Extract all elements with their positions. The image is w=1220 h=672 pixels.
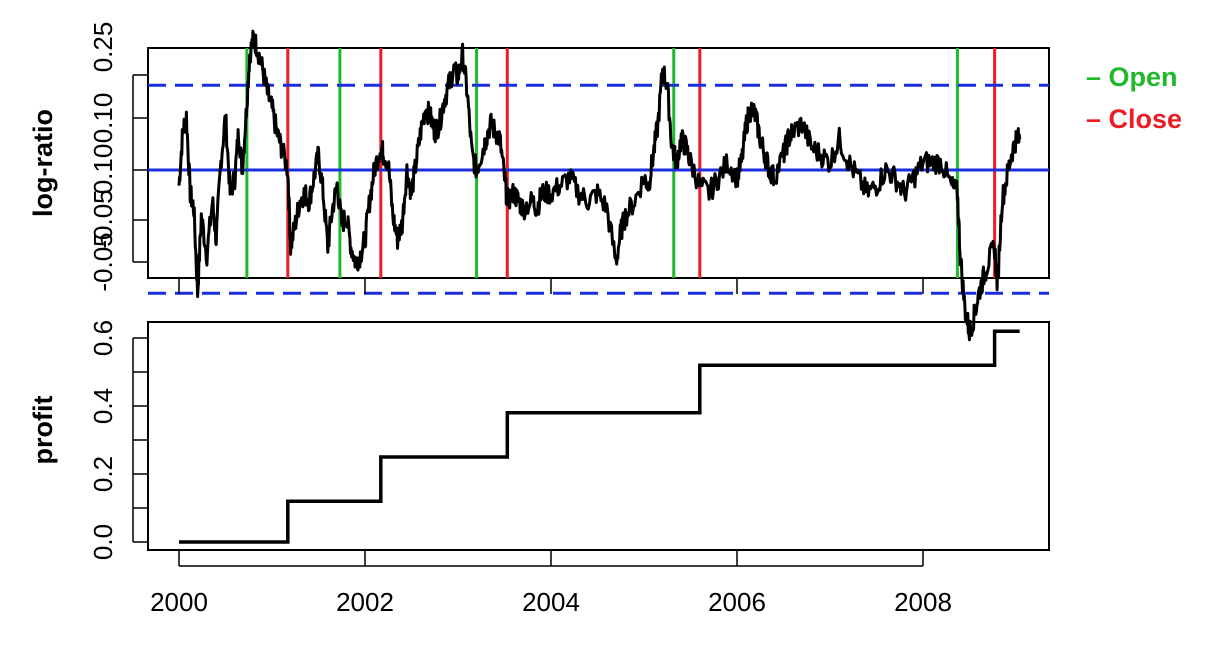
bottom-plot-frame xyxy=(147,321,1050,551)
bottom-panel: 0.6 0.4 0.2 0.0 2000 2002 2004 2006 2008… xyxy=(28,320,1050,617)
profit-series-group xyxy=(179,329,1020,544)
x-tick-label: 2004 xyxy=(522,587,580,617)
bottom-x-axis: 2000 2002 2004 2006 2008 xyxy=(150,550,952,617)
bottom-y-axis: 0.6 0.4 0.2 0.0 xyxy=(88,320,148,560)
legend-item-open: – Open xyxy=(1086,62,1178,92)
y-tick-label: -0.05 xyxy=(88,189,118,248)
signal-lines xyxy=(245,48,997,278)
y-tick-label: 0.4 xyxy=(88,388,118,424)
top-y-axis: 0.25 0.10 0.10 -0.05 -0.05 xyxy=(88,22,148,292)
x-tick-label: 2006 xyxy=(708,587,766,617)
x-tick-label: 2000 xyxy=(150,587,208,617)
x-tick-label: 2002 xyxy=(336,587,394,617)
y-tick-label: 0.10 xyxy=(88,93,118,144)
log-ratio-series-group xyxy=(177,29,1022,342)
x-tick-label: 2008 xyxy=(894,587,952,617)
y-tick-label: 0.25 xyxy=(88,22,118,73)
log-ratio-series xyxy=(177,29,1022,342)
top-y-axis-title: log-ratio xyxy=(28,109,58,217)
bottom-y-axis-title: profit xyxy=(28,396,58,465)
band-lines xyxy=(148,83,1049,295)
top-plot-frame xyxy=(147,47,1050,279)
y-tick-label: 0.6 xyxy=(88,320,118,356)
legend: – Open – Close xyxy=(1086,62,1182,134)
top-x-ticks xyxy=(178,278,924,294)
top-panel: 0.25 0.10 0.10 -0.05 -0.05 log-ratio xyxy=(28,22,1050,342)
y-tick-label: 0.0 xyxy=(88,524,118,560)
y-tick-label: 0.2 xyxy=(88,456,118,492)
profit-series xyxy=(179,329,1020,544)
y-tick-label: 0.10 xyxy=(88,144,118,195)
y-tick-label: -0.05 xyxy=(88,232,118,291)
legend-item-close: – Close xyxy=(1086,104,1182,134)
